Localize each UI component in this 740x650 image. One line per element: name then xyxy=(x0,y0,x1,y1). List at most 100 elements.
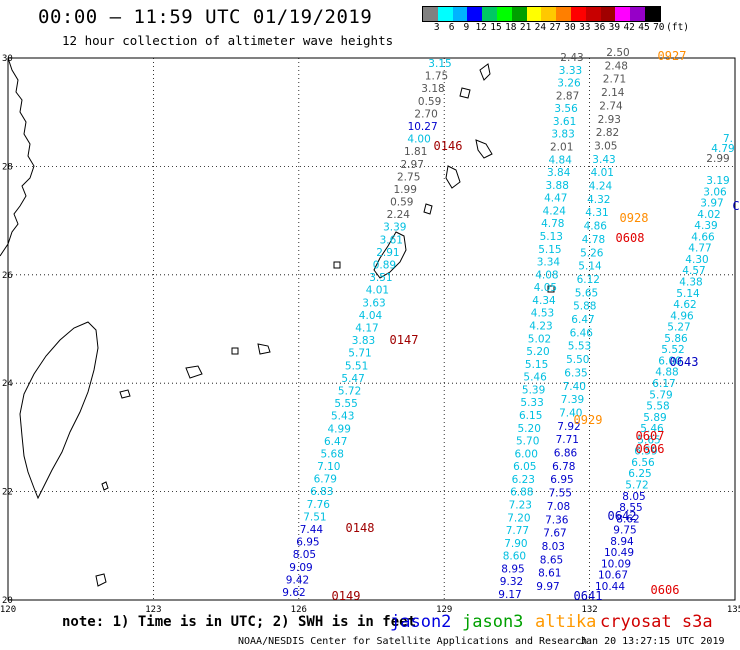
satellite-jason2: jason2 xyxy=(390,612,452,632)
latitude-label: 24 xyxy=(2,379,13,389)
wave-height-value: 4.99 xyxy=(328,423,351,435)
legend-swatch xyxy=(526,7,542,21)
legend-swatch xyxy=(644,7,660,21)
legend-swatch xyxy=(541,7,557,21)
wave-height-value: 10.67 xyxy=(598,570,628,582)
wave-height-value: 10.49 xyxy=(604,547,634,559)
legend-label: 12 xyxy=(475,22,487,33)
wave-height-value: 5.72 xyxy=(338,386,361,398)
wave-height-value: 4.30 xyxy=(685,254,708,266)
pass-time-label: 0608 xyxy=(616,231,645,245)
wave-height-value: 4.88 xyxy=(655,367,678,379)
latitude-label: 30 xyxy=(2,54,13,64)
legend-label: 18 xyxy=(505,22,517,33)
wave-height-value: 2.91 xyxy=(376,247,399,259)
longitude-label: 120 xyxy=(0,605,16,612)
pass-time-label: 0927 xyxy=(658,49,687,63)
wave-height-value: 0.89 xyxy=(373,260,396,272)
wave-height-value: 3.83 xyxy=(352,335,375,347)
wave-height-value: 4.23 xyxy=(529,321,552,333)
legend-swatch xyxy=(585,7,601,21)
wave-height-value: 4.31 xyxy=(585,207,608,219)
wave-height-value: 8.05 xyxy=(622,491,645,503)
legend-swatch xyxy=(615,7,631,21)
wave-height-value: 6.56 xyxy=(631,457,655,469)
wave-height-value: 8.95 xyxy=(501,563,524,575)
wave-height-value: 5.89 xyxy=(643,412,666,424)
wave-height-value: 7.51 xyxy=(303,511,326,523)
wave-height-value: 4.47 xyxy=(544,193,567,205)
wave-height-value: 5.46 xyxy=(640,423,664,435)
pass-time-label: 0147 xyxy=(390,333,419,347)
map-footer: note: 1) Time is in UTC; 2) SWH is in fe… xyxy=(0,612,740,650)
wave-height-value: 4.77 xyxy=(688,243,711,255)
legend-swatch xyxy=(496,7,512,21)
wave-height-value: 5.46 xyxy=(523,372,547,384)
satellite-altika: altika xyxy=(535,612,597,632)
wave-height-value: 2.75 xyxy=(397,171,420,183)
wave-height-value: 7.67 xyxy=(543,528,566,540)
latitude-label: 22 xyxy=(2,488,13,498)
wave-height-value: 7.71 xyxy=(556,434,579,446)
legend-label: 36 xyxy=(593,22,606,33)
wave-height-value: 6.95 xyxy=(550,474,573,486)
wave-height-value: 7.77 xyxy=(506,525,529,537)
wave-height-value: 2.70 xyxy=(414,108,437,120)
legend-label: 3 xyxy=(433,22,440,33)
pass-time-label: 0146 xyxy=(434,139,463,153)
wave-height-value: 7. xyxy=(723,133,733,145)
map-frame xyxy=(7,57,736,601)
wave-height-value: 3.61 xyxy=(553,116,576,128)
legend-label: 42 xyxy=(623,22,635,33)
wave-height-value: 7.40 xyxy=(563,381,586,393)
wave-height-value: 6.46 xyxy=(570,327,594,339)
pass-time-label: 0607 xyxy=(636,429,665,443)
small-island-5 xyxy=(547,285,555,293)
wave-height-value: 5.50 xyxy=(566,354,589,366)
wave-height-value: 9.32 xyxy=(500,576,523,588)
wave-height-value: 6.23 xyxy=(512,474,535,486)
coastlines xyxy=(0,57,555,587)
wave-height-value: 9.17 xyxy=(498,589,521,601)
legend-label: 30 xyxy=(564,22,576,33)
okinawa-coastline xyxy=(373,231,407,279)
wave-height-value: 9.62 xyxy=(282,587,305,599)
wave-height-value: 1.99 xyxy=(394,184,417,196)
wave-height-value: 5.47 xyxy=(341,373,364,385)
pass-time-label: C xyxy=(732,199,739,213)
wave-height-value: 7.40 xyxy=(559,408,582,420)
wave-height-value: 5.72 xyxy=(625,480,648,492)
wave-height-value: 5.27 xyxy=(667,322,690,334)
wave-height-value: 5.52 xyxy=(661,344,684,356)
wave-height-value: 5.26 xyxy=(580,247,604,259)
pass-time-labels: 0146014701480149092709280929060806070606… xyxy=(332,49,740,603)
legend-label: 15 xyxy=(490,22,502,33)
wave-height-value: 6.12 xyxy=(577,274,600,286)
wave-height-value: 3.63 xyxy=(362,297,385,309)
kyushu-island xyxy=(475,139,493,159)
wave-height-value: 4.53 xyxy=(531,308,554,320)
wave-height-value: 5.14 xyxy=(578,261,602,273)
small-island-1 xyxy=(231,347,239,355)
wave-height-value: 3.61 xyxy=(380,234,403,246)
wave-height-value: 5.71 xyxy=(348,348,371,360)
wave-height-value: 7.10 xyxy=(317,461,340,473)
wave-height-value: 5.86 xyxy=(664,333,688,345)
wave-height-value: 5.70 xyxy=(516,436,539,448)
wave-height-value: 2.71 xyxy=(603,74,626,86)
wave-height-value: 4.66 xyxy=(691,231,715,243)
wave-height-value: 3.19 xyxy=(706,175,729,187)
credit-line: NOAA/NESDIS Center for Satellite Applica… xyxy=(238,636,588,647)
wave-height-value: 5.33 xyxy=(520,397,543,409)
wave-height-value: 5.20 xyxy=(518,423,541,435)
wave-height-value: 5.20 xyxy=(526,346,549,358)
wave-height-value: 5.79 xyxy=(649,389,672,401)
wave-height-value: 4.78 xyxy=(582,234,605,246)
wave-height-value: 4.08 xyxy=(535,269,558,281)
wave-height-value: 4.01 xyxy=(591,167,614,179)
wave-height-value: 6.88 xyxy=(510,487,533,499)
wave-height-value: 4.24 xyxy=(589,181,613,193)
legend-label: 9 xyxy=(463,22,470,33)
wave-height-value: 10.27 xyxy=(408,121,438,133)
